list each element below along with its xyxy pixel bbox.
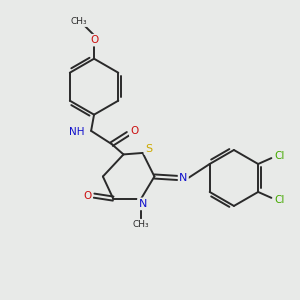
Text: O: O (130, 126, 139, 136)
Text: O: O (90, 35, 98, 45)
Text: Cl: Cl (274, 195, 284, 205)
Text: CH₃: CH₃ (70, 17, 87, 26)
Text: NH: NH (69, 127, 85, 137)
Text: N: N (179, 173, 188, 183)
Text: Cl: Cl (274, 151, 284, 161)
Text: S: S (145, 143, 152, 154)
Text: N: N (139, 199, 147, 209)
Text: O: O (83, 190, 92, 201)
Text: CH₃: CH₃ (133, 220, 149, 229)
